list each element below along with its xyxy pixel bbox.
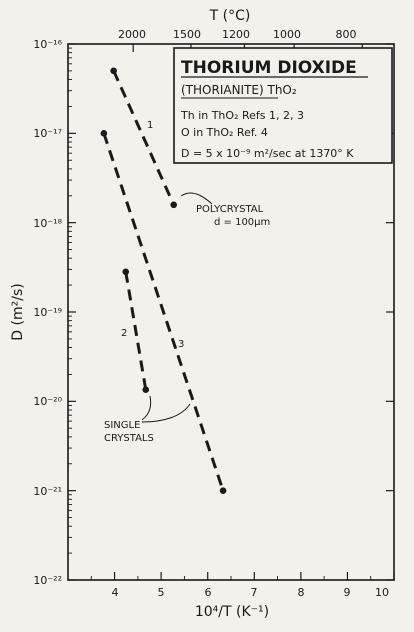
top-tick-1200: 1200: [222, 28, 250, 41]
legend-subtitle: (THORIANITE) ThO₂: [181, 83, 297, 97]
x-tick-label: 10: [375, 586, 389, 599]
x-tick-label: 4: [112, 586, 119, 599]
x-tick-label: 7: [251, 586, 258, 599]
series-1-line: [112, 70, 176, 206]
annotation-polycrystal: POLYCRYSTAL d = 100µm: [180, 192, 270, 228]
legend-border: [173, 47, 393, 164]
series-label-3: 3: [178, 339, 184, 350]
x-tick-label: 5: [158, 586, 165, 599]
y-tick-label: 10⁻²²: [33, 574, 62, 587]
series-label-1: 1: [147, 120, 153, 131]
top-axis-title: T (°C): [209, 8, 251, 24]
annotation-single-text: SINGLE: [104, 420, 140, 431]
series-2-point: [122, 268, 130, 276]
y-axis-title: D (m²/s): [10, 283, 26, 340]
top-tick-1500: 1500: [173, 28, 201, 41]
y-tick-label: 10⁻²⁰: [33, 395, 62, 408]
legend-title: THORIUM DIOXIDE: [181, 58, 357, 78]
ticks: [68, 43, 395, 581]
legend-line: O in ThO₂ Ref. 4: [181, 126, 268, 139]
series-3-point: [219, 487, 227, 494]
x-tick-label: 6: [205, 586, 212, 599]
top-tick-2000: 2000: [118, 28, 146, 41]
top-tick-1000: 1000: [273, 28, 301, 41]
series-2-point: [142, 386, 150, 394]
annotation-single-text2: CRYSTALS: [104, 433, 154, 444]
x-tick-label: 9: [344, 586, 351, 599]
x-tick-labels: 4 5 6 7 8 9 10: [112, 586, 390, 599]
annotation-single-pointer-2: [141, 403, 191, 423]
x-axis-title: 10⁴/T (K⁻¹): [195, 604, 269, 620]
annotation-polycrystal-text2: d = 100µm: [214, 217, 270, 228]
series-3-point: [100, 130, 108, 137]
y-tick-labels: 10⁻¹⁶ 10⁻¹⁷ 10⁻¹⁸ 10⁻¹⁹ 10⁻²⁰ 10⁻²¹ 10⁻²…: [33, 38, 62, 587]
annotation-polycrystal-text: POLYCRYSTAL: [196, 204, 264, 215]
legend-line: D = 5 x 10⁻⁹ m²/sec at 1370° K: [181, 147, 354, 160]
y-tick-label: 10⁻¹⁶: [33, 38, 62, 51]
annotation-polycrystal-pointer: [180, 192, 213, 205]
series-label-2: 2: [121, 328, 127, 339]
y-tick-label: 10⁻¹⁹: [33, 306, 62, 319]
y-tick-label: 10⁻²¹: [33, 485, 62, 498]
x-tick-label: 8: [298, 586, 305, 599]
legend-line: Th in ThO₂ Refs 1, 2, 3: [180, 109, 304, 122]
top-tick-800: 800: [336, 28, 357, 41]
y-tick-label: 10⁻¹⁸: [33, 217, 62, 230]
series-2-line: [124, 271, 148, 390]
annotation-single-crystals: SINGLE CRYSTALS: [104, 395, 191, 444]
series-layer: [100, 67, 227, 494]
series-1-point: [170, 201, 178, 209]
series-1-point: [110, 67, 117, 75]
legend-box: THORIUM DIOXIDE (THORIANITE) ThO₂ Th in …: [173, 47, 393, 164]
y-tick-label: 10⁻¹⁷: [33, 127, 62, 140]
series-3-line: [102, 132, 225, 492]
annotation-single-pointer-1: [141, 395, 152, 421]
top-axis-labels: 2000 1500 1200 1000 800: [118, 28, 357, 41]
